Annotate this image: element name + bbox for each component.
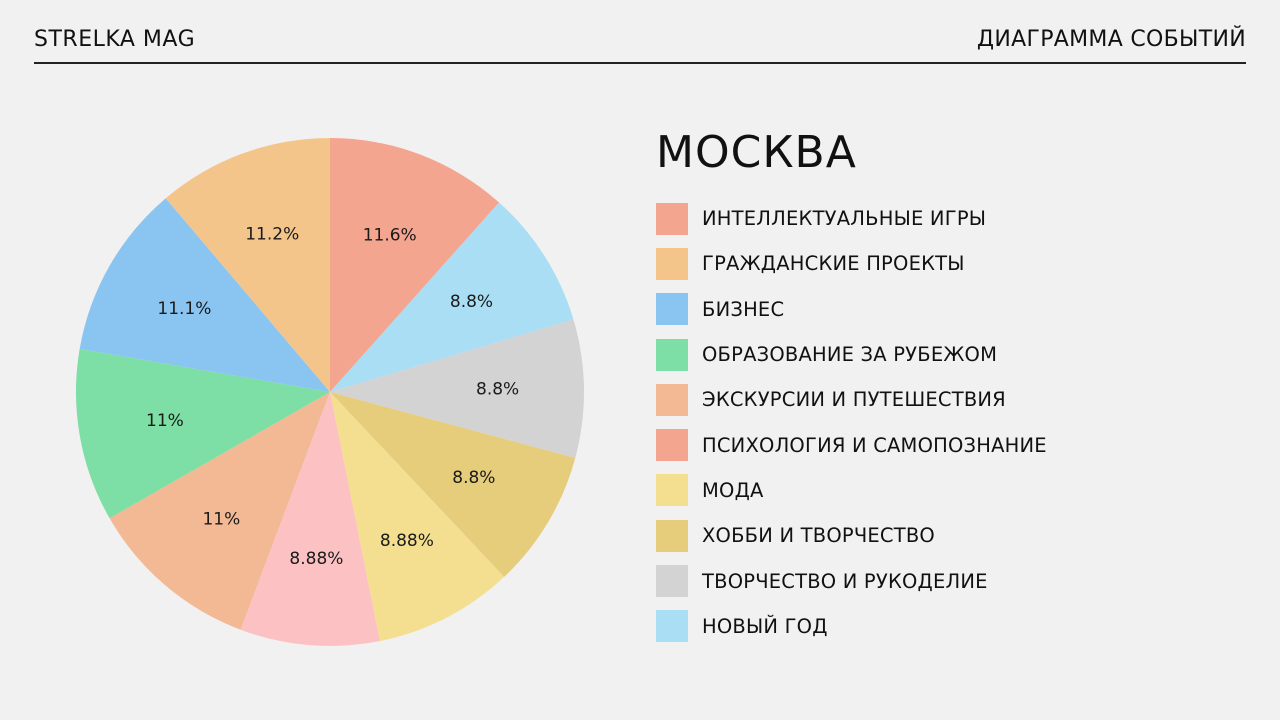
pie-slice — [165, 138, 330, 392]
legend-item: ГРАЖДАНСКИЕ ПРОЕКТЫ — [656, 241, 1047, 286]
page-header: STRELKA MAG ДИАГРАММА СОБЫТИЙ — [34, 26, 1246, 64]
slice-value-label: 11.6% — [363, 225, 417, 245]
pie-slice — [109, 392, 330, 630]
pie-slice — [330, 202, 574, 392]
pie-slice — [75, 348, 330, 519]
legend-swatch — [656, 383, 688, 416]
pie-slice — [79, 198, 330, 392]
legend-label: ТВОРЧЕСТВО И РУКОДЕЛИЕ — [702, 569, 988, 593]
slice-value-label: 11.1% — [157, 299, 211, 319]
legend-label: МОДА — [702, 478, 764, 502]
legend-label: ЭКСКУРСИИ И ПУТЕШЕСТВИЯ — [702, 388, 1006, 412]
legend-item: ПСИХОЛОГИЯ И САМОПОЗНАНИЕ — [656, 422, 1047, 467]
pie-slice — [330, 392, 576, 577]
slice-value-label: 8.88% — [289, 549, 343, 569]
legend-item: ХОББИ И ТВОРЧЕСТВО — [656, 513, 1047, 558]
pie-slice — [330, 319, 584, 458]
legend-swatch — [656, 247, 688, 280]
legend-swatch — [656, 474, 688, 507]
pie-slice — [330, 138, 500, 392]
pie-slice — [240, 392, 380, 646]
pie-slice — [330, 392, 505, 642]
brand-logo-text: STRELKA MAG — [34, 27, 196, 52]
legend-item: МОДА — [656, 468, 1047, 513]
legend-label: ПСИХОЛОГИЯ И САМОПОЗНАНИЕ — [702, 433, 1047, 457]
legend-item: ТВОРЧЕСТВО И РУКОДЕЛИЕ — [656, 558, 1047, 603]
legend-swatch — [656, 338, 688, 371]
legend-label: ОБРАЗОВАНИЕ ЗА РУБЕЖОМ — [702, 343, 998, 367]
legend-label: БИЗНЕС — [702, 297, 785, 321]
legend-item: НОВЫЙ ГОД — [656, 604, 1047, 649]
slice-value-label: 11% — [202, 510, 240, 530]
legend-label: НОВЫЙ ГОД — [702, 614, 828, 638]
chart-title: МОСКВА — [656, 127, 857, 178]
legend-item: БИЗНЕС — [656, 287, 1047, 332]
slice-value-label: 11.2% — [245, 225, 299, 245]
slice-value-label: 8.88% — [380, 531, 434, 551]
legend-label: ГРАЖДАНСКИЕ ПРОЕКТЫ — [702, 252, 965, 276]
legend-swatch — [656, 565, 688, 598]
legend-swatch — [656, 610, 688, 643]
legend-label: ИНТЕЛЛЕКТУАЛЬНЫЕ ИГРЫ — [702, 207, 987, 231]
legend-item: ИНТЕЛЛЕКТУАЛЬНЫЕ ИГРЫ — [656, 196, 1047, 241]
pie-chart: 11.6% 8.8% 8.8% 8.8% 8.88% 8.88% 11% 11% 11.1% 11… — [75, 138, 584, 646]
legend-swatch — [656, 293, 688, 326]
slice-value-label: 8.8% — [450, 292, 493, 312]
legend-swatch — [656, 202, 688, 235]
chart-legend: ИНТЕЛЛЕКТУАЛЬНЫЕ ИГРЫ ГРАЖДАНСКИЕ ПРОЕКТ… — [656, 196, 1047, 649]
slice-value-label: 8.8% — [452, 468, 495, 488]
legend-item: ОБРАЗОВАНИЕ ЗА РУБЕЖОМ — [656, 332, 1047, 377]
slice-value-label: 11% — [146, 411, 184, 431]
legend-label: ХОББИ И ТВОРЧЕСТВО — [702, 524, 935, 548]
legend-item: ЭКСКУРСИИ И ПУТЕШЕСТВИЯ — [656, 377, 1047, 422]
slice-value-label: 8.8% — [476, 380, 519, 400]
legend-swatch — [656, 429, 688, 462]
legend-swatch — [656, 519, 688, 552]
section-title: ДИАГРАММА СОБЫТИЙ — [976, 27, 1246, 52]
